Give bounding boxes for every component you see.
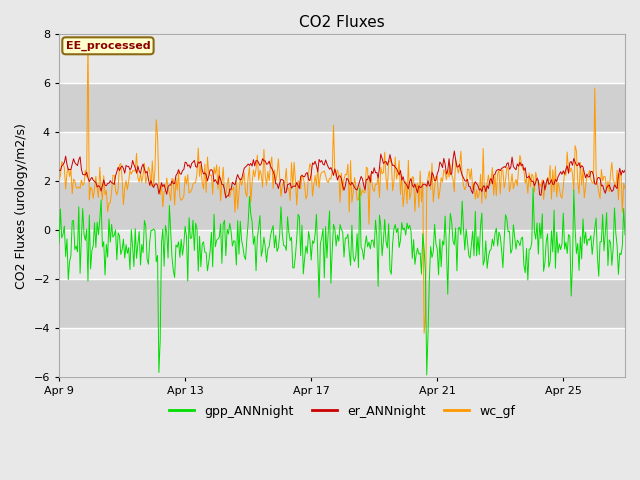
Bar [59, 328, 625, 377]
Bar [59, 132, 625, 181]
Bar [59, 83, 625, 132]
Bar [59, 230, 625, 279]
Y-axis label: CO2 Fluxes (urology/m2/s): CO2 Fluxes (urology/m2/s) [15, 123, 28, 288]
Bar [59, 34, 625, 83]
Title: CO2 Fluxes: CO2 Fluxes [299, 15, 385, 30]
Legend: gpp_ANNnight, er_ANNnight, wc_gf: gpp_ANNnight, er_ANNnight, wc_gf [164, 400, 520, 423]
Bar [59, 181, 625, 230]
Bar [59, 279, 625, 328]
Text: EE_processed: EE_processed [66, 41, 150, 51]
